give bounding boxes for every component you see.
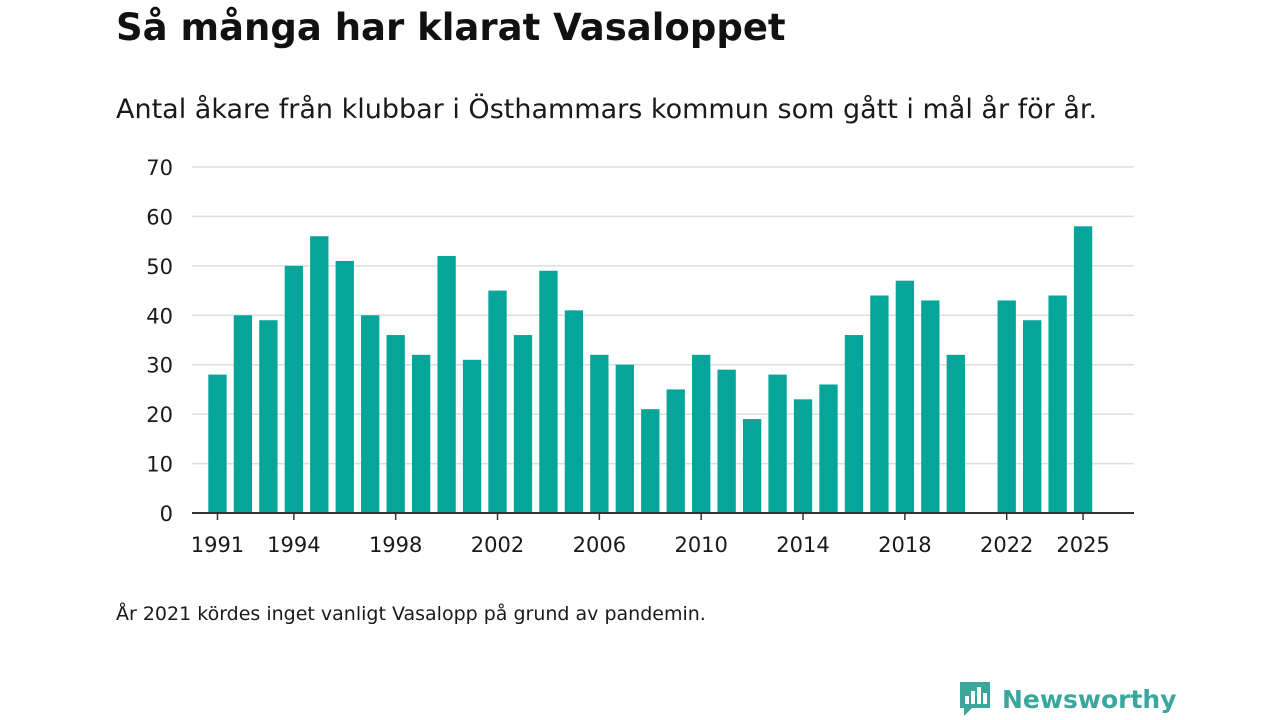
- bar-2003: [513, 335, 533, 513]
- bar-1993: [259, 320, 278, 513]
- y-tick-label: 40: [146, 304, 173, 328]
- bar-2017: [870, 295, 889, 513]
- bars: [208, 226, 1093, 514]
- bar-2025: [1073, 226, 1093, 514]
- bar-1999: [411, 354, 431, 513]
- bar-1998: [386, 335, 405, 513]
- y-tick-label: 70: [146, 156, 173, 180]
- bar-1992: [233, 315, 253, 513]
- bar-1994: [284, 265, 304, 513]
- x-tick-label: 2006: [573, 533, 626, 557]
- y-tick-label: 20: [146, 403, 173, 427]
- tick-labels: 0 10 20 30 40 50 60 70 1991 1994 1998 2002 2006 2010 2…: [146, 156, 1110, 557]
- bar-2008: [641, 409, 660, 513]
- bar-2010: [692, 354, 711, 513]
- bar-2013: [768, 374, 787, 513]
- x-tick-label: 2025: [1056, 533, 1109, 557]
- bar-2022: [997, 300, 1016, 513]
- bar-2019: [921, 300, 940, 513]
- bar-2024: [1048, 295, 1067, 513]
- bar-2023: [1022, 320, 1042, 513]
- y-tick-label: 0: [160, 502, 173, 526]
- bar-1997: [361, 315, 380, 513]
- bar-2012: [742, 419, 762, 513]
- chart-subtitle: Antal åkare från klubbar i Östhammars ko…: [116, 94, 1098, 125]
- bar-2016: [844, 335, 864, 513]
- x-tick-label: 1994: [267, 533, 320, 557]
- newsworthy-logo-icon: [960, 682, 990, 716]
- bar-2014: [793, 399, 813, 513]
- bar-2018: [895, 280, 915, 513]
- bar-2005: [564, 310, 584, 513]
- x-tick-label: 2014: [776, 533, 829, 557]
- bar-2006: [590, 354, 609, 513]
- gridlines: [192, 166, 1134, 465]
- bar-2007: [615, 364, 634, 513]
- y-tick-label: 30: [146, 354, 173, 378]
- footnote: År 2021 kördes inget vanligt Vasalopp på…: [116, 603, 706, 625]
- axes: [192, 512, 1134, 520]
- chart-title: Så många har klarat Vasaloppet: [116, 6, 786, 49]
- y-tick-label: 60: [146, 205, 173, 229]
- bar-2020: [946, 354, 965, 513]
- bar-1996: [335, 260, 354, 513]
- x-tick-label: 2018: [878, 533, 931, 557]
- y-tick-label: 10: [146, 453, 173, 477]
- bar-2000: [437, 255, 456, 513]
- bar-1995: [310, 236, 329, 513]
- bar-2001: [462, 359, 482, 513]
- brand-name: Newsworthy: [1002, 684, 1177, 714]
- bar-2004: [539, 270, 558, 513]
- x-tick-label: 2022: [980, 533, 1033, 557]
- x-tick-label: 2010: [674, 533, 727, 557]
- bar-2015: [819, 384, 838, 513]
- x-tick-label: 2002: [471, 533, 524, 557]
- x-tick-label: 1991: [191, 533, 244, 557]
- bar-2002: [488, 290, 507, 513]
- bar-1991: [208, 374, 227, 513]
- bar-2011: [717, 369, 736, 513]
- brand-logo: Newsworthy: [958, 680, 1177, 718]
- x-tick-label: 1998: [369, 533, 422, 557]
- y-tick-label: 50: [146, 255, 173, 279]
- bar-2009: [666, 389, 685, 513]
